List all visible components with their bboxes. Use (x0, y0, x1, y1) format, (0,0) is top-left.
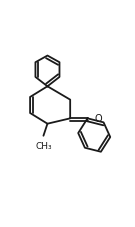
Text: O: O (94, 114, 102, 124)
Text: CH₃: CH₃ (35, 141, 52, 151)
